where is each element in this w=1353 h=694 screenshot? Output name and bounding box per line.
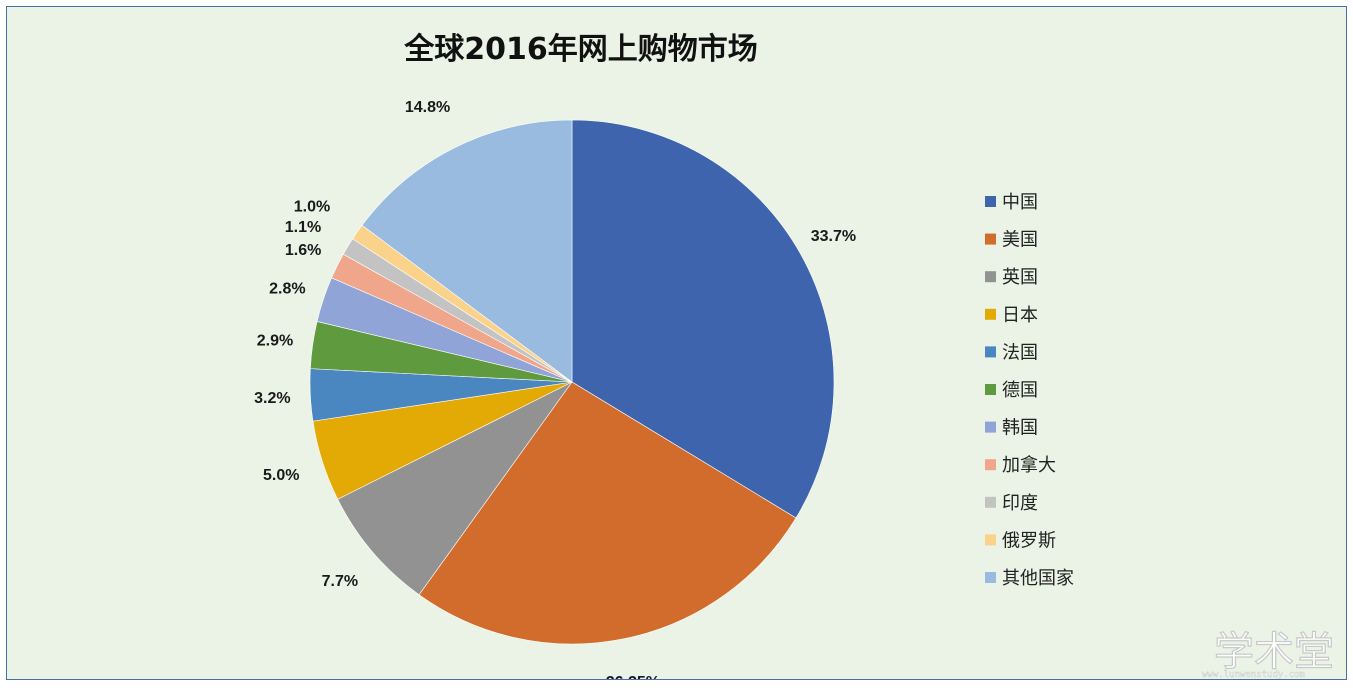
pie-data-label: 14.8% (405, 99, 450, 116)
legend-swatch (985, 384, 996, 395)
pie-data-label: 33.7% (811, 228, 856, 245)
pie-slice (418, 381, 797, 645)
legend-label: 英国 (1002, 267, 1038, 288)
pie-data-label: 2.8% (269, 280, 305, 297)
legend-label: 加拿大 (1002, 454, 1056, 476)
legend-swatch (985, 196, 996, 207)
legend-label: 美国 (1002, 230, 1038, 251)
legend-label: 印度 (1002, 493, 1038, 514)
legend-label: 其他国家 (1002, 568, 1074, 589)
pie-data-label: 2.9% (257, 333, 293, 350)
legend-swatch (985, 271, 996, 283)
watermark: 学术堂 www.lunwenstudy.com (1202, 628, 1335, 679)
legend-swatch (985, 534, 996, 546)
pie-data-label: 5.0% (263, 467, 299, 484)
pie-labels: 33.7% 26.25% 7.7% 5.0% 3.2% 2.9% 2.8% 1.6% 1.1% 1… (254, 99, 856, 679)
chart-frame: 全球2016年网上购物市场 33.7% 26.25% 7.7% 5.0% 3.2% 2.9… (6, 6, 1347, 680)
chart-title: 全球2016年网上购物市场 (403, 32, 758, 67)
legend-swatch (985, 421, 996, 433)
pie-data-label: 7.7% (322, 573, 358, 590)
pie-data-label: 1.0% (294, 198, 330, 215)
pie-data-label: 1.1% (285, 219, 321, 236)
pie-slice (361, 119, 573, 383)
legend-swatch (985, 496, 996, 508)
pie-slice (571, 119, 835, 519)
pie-slice (337, 381, 573, 596)
pie-data-label: 3.2% (254, 390, 290, 407)
watermark-subtext: www.lunwenstudy.com (1202, 670, 1305, 679)
legend-label: 日本 (1002, 305, 1038, 326)
legend-label: 中国 (1002, 192, 1038, 213)
pie-chart: 全球2016年网上购物市场 33.7% 26.25% 7.7% 5.0% 3.2% 2.9… (254, 32, 1335, 679)
legend-swatch (985, 572, 996, 583)
legend-swatch (985, 308, 996, 320)
legend-label: 德国 (1002, 380, 1038, 401)
legend-label: 俄罗斯 (1002, 530, 1056, 551)
legend-swatch (985, 233, 996, 245)
pie-data-label: 1.6% (285, 242, 321, 259)
pie-slices (309, 119, 835, 645)
legend-label: 法国 (1002, 342, 1038, 363)
legend-swatch (985, 459, 996, 471)
legend-label: 韩国 (1002, 418, 1038, 439)
watermark-text: 学术堂 (1214, 629, 1334, 675)
legend-swatch (985, 346, 996, 358)
pie-data-label: 26.25% (606, 674, 660, 679)
